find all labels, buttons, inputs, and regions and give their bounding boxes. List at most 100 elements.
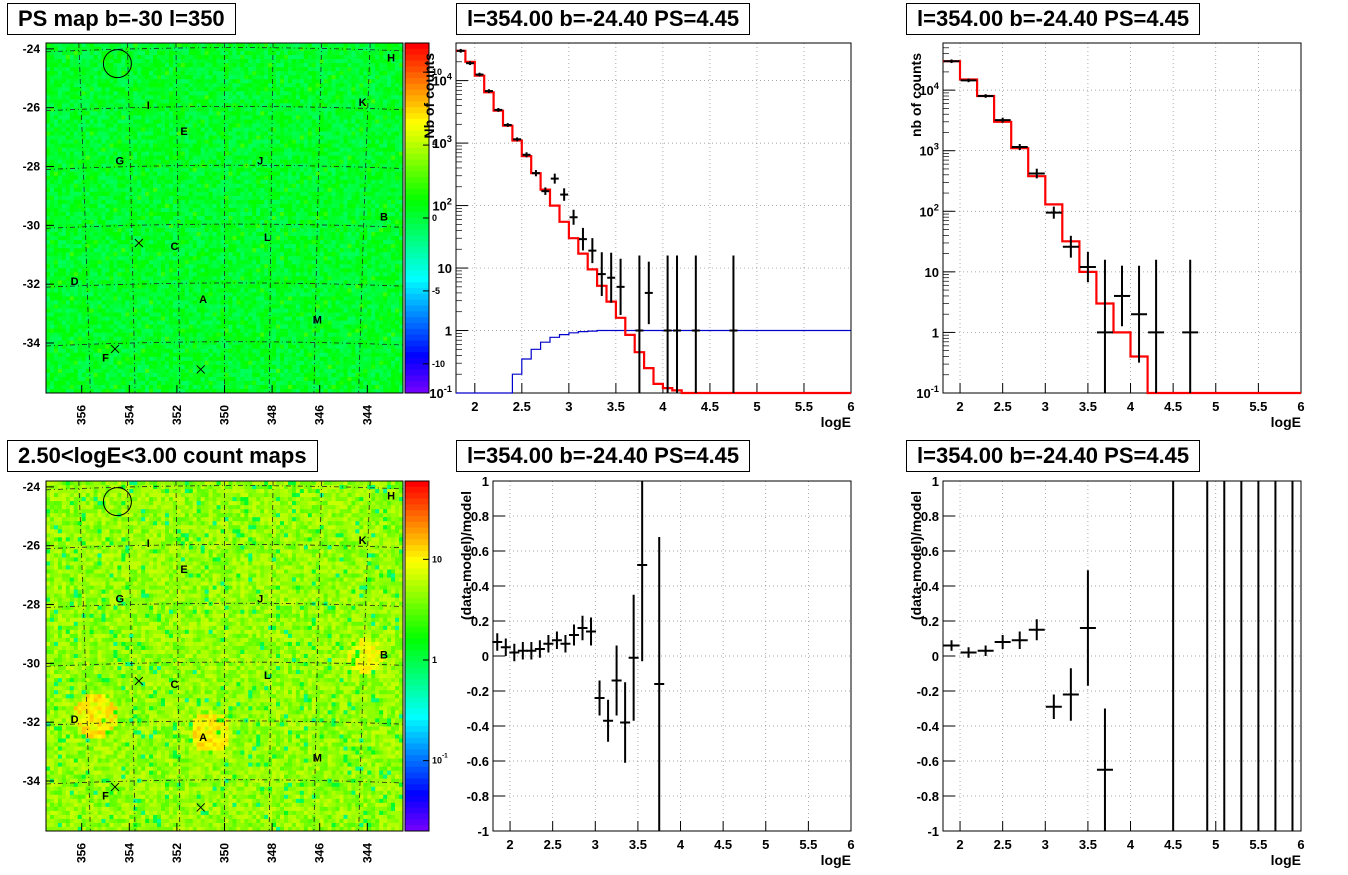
map-cell [268,292,273,297]
map-cell [157,155,162,161]
map-cell [212,119,217,124]
map-cell [224,316,229,321]
map-cell [196,240,202,245]
map-cell [89,203,94,209]
map-cell [89,79,94,84]
map-cell [176,372,182,378]
map-cell [73,296,79,301]
map-cell [109,336,114,342]
map-cell [57,340,63,346]
map-cell [113,244,118,249]
map-cell [129,308,134,313]
map-cell [85,376,91,382]
map-cell [69,83,75,88]
map-cell [180,248,186,253]
map-cell [73,348,79,354]
map-cell [65,280,71,285]
map-cell [236,372,241,378]
map-cell [145,360,150,366]
map-cell [208,119,213,124]
map-cell [61,127,67,132]
map-cell [65,368,71,374]
map-cell [256,183,261,189]
map-cell [172,207,178,213]
map-cell [77,256,83,261]
map-cell [93,83,98,88]
map-cell [272,139,277,144]
map-cell [121,51,126,56]
map-cell [200,55,206,60]
map-cell [105,119,110,124]
map-cell [149,159,154,165]
map-cell [204,356,210,362]
map-cell [196,288,202,293]
map-cell [97,115,102,120]
map-cell [168,143,174,148]
map-cell [168,195,174,201]
map-cell [93,368,98,374]
map-cell [212,364,217,370]
ps_map-group [46,43,404,394]
map-cell [113,268,118,273]
map-cell [153,260,158,265]
map-cell [161,268,166,273]
map-cell [216,115,221,120]
map-cell [77,264,83,269]
map-cell [228,304,233,309]
map-cell [176,220,182,225]
map-cell [224,51,229,56]
map-cell [53,111,59,116]
map-cell [133,300,138,305]
map-cell [252,79,257,84]
map-cell [232,328,237,334]
map-cell [61,308,67,313]
map-cell [65,376,71,382]
map-cell [204,71,210,76]
map-cell [77,224,83,229]
map-cell [216,244,221,249]
map-cell [113,388,118,394]
map-cell [188,356,194,362]
map-cell [157,256,162,261]
map-cell [69,127,75,132]
map-cell [121,163,126,169]
map-cell [145,91,150,96]
map-cell [77,91,83,96]
map-cell [252,47,257,52]
map-cell [46,159,51,165]
map-cell [117,284,122,289]
map-cell [141,320,146,326]
map-cell [256,384,261,390]
map-cell [204,51,210,56]
map-cell [61,276,67,281]
map-cell [105,260,110,265]
map-cell [264,115,269,120]
map-cell [196,228,202,233]
map-cell [89,264,94,269]
map-cell [204,240,210,245]
map-cell [125,87,130,92]
map-cell [196,135,202,140]
map-cell [172,195,178,201]
map-cell [73,364,79,370]
map-cell [268,123,273,128]
map-cell [188,320,194,326]
map-cell [85,123,91,128]
map-cell [117,163,122,169]
map-cell [81,388,87,394]
map-cell [272,167,277,173]
map-cell [184,248,190,253]
map-cell [121,99,126,104]
map-cell [46,71,51,76]
map-cell [180,328,186,334]
map-cell [232,155,237,161]
map-cell [81,356,87,362]
map-cell [49,284,55,289]
map-cell [176,199,182,205]
map-cell [109,51,114,56]
map-cell [121,83,126,88]
map-cell [85,139,91,144]
map-cell [109,344,114,350]
map-cell [153,179,158,185]
map-cell [57,364,63,370]
